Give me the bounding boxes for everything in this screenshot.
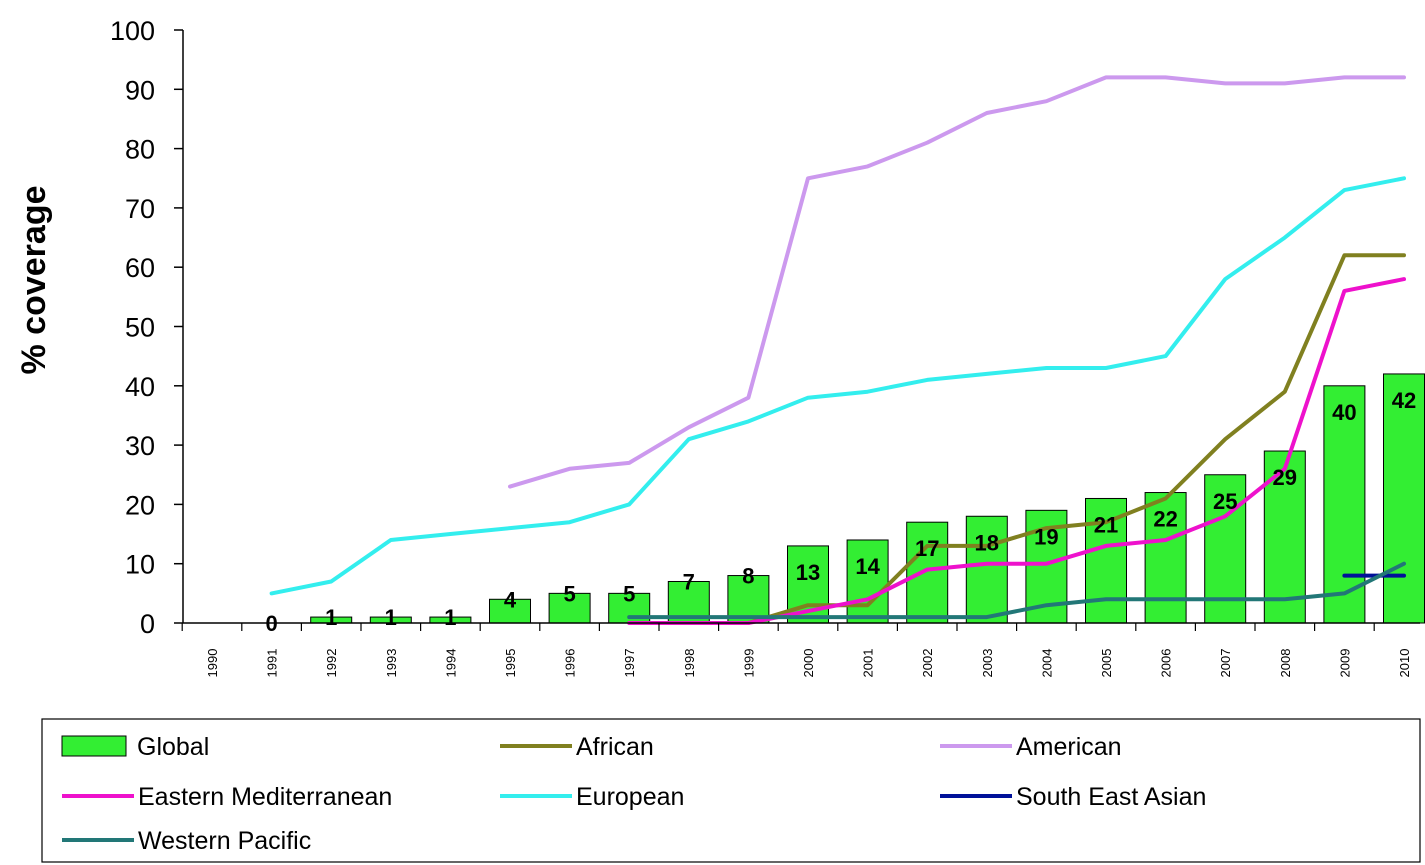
x-tick-label: 1994 <box>443 649 458 678</box>
y-tick-label: 40 <box>125 372 155 402</box>
y-tick-label: 0 <box>140 609 155 639</box>
legend-item-american: American <box>940 733 1122 761</box>
legend-item-global: Global <box>61 733 209 761</box>
bar-data-label: 14 <box>855 554 880 579</box>
x-tick-label: 1995 <box>503 649 518 678</box>
y-tick-label: 20 <box>125 490 155 520</box>
legend-label: Western Pacific <box>138 827 311 855</box>
y-axis-label: % coverage <box>15 186 53 375</box>
bar-global <box>965 515 1008 624</box>
bar-data-label: 13 <box>796 560 820 585</box>
y-tick-label: 100 <box>110 16 155 46</box>
bar-data-label: 17 <box>915 536 939 561</box>
y-tick-label: 50 <box>125 313 155 343</box>
bar-data-label: 21 <box>1094 512 1118 537</box>
legend-item-african: African <box>500 733 654 761</box>
x-tick-label: 2004 <box>1039 649 1054 678</box>
line-european <box>269 176 1406 596</box>
x-tick-label: 1997 <box>622 649 637 678</box>
x-axis: 1990 1991 1992 1993 1994 1995 1996 1997 1998 1999… <box>181 622 1420 678</box>
x-tick-label: 1999 <box>741 649 756 678</box>
x-tick-label: 2007 <box>1218 649 1233 678</box>
bar-data-label: 22 <box>1153 507 1177 532</box>
bar-series-global <box>310 373 1425 624</box>
y-axis-label-group: % coverage <box>15 186 53 375</box>
legend-item-western-pacific: Western Pacific <box>62 827 311 855</box>
legend-label: Global <box>137 733 209 761</box>
legend-label: European <box>576 783 684 811</box>
bar-data-label: 19 <box>1034 524 1058 549</box>
x-tick-label: 2002 <box>920 649 935 678</box>
line-american <box>508 75 1406 489</box>
legend-swatch <box>61 735 127 757</box>
bar-data-label: 4 <box>504 587 517 612</box>
bar-data-label: 1 <box>385 605 397 630</box>
legend-items: Global African American Eastern Mediterrane… <box>61 733 1206 855</box>
line-eastern-mediterranean <box>627 277 1406 625</box>
bar-data-label: 5 <box>563 581 575 606</box>
legend-label: South East Asian <box>1016 783 1206 811</box>
x-tick-label: 1998 <box>682 649 697 678</box>
y-axis: 0 10 20 30 40 50 60 70 80 90 100 <box>110 16 184 639</box>
bar-global <box>727 575 770 624</box>
x-tick-label: 1990 <box>205 649 220 678</box>
bar-global <box>846 539 889 624</box>
x-tick-label: 2003 <box>980 649 995 678</box>
legend-box <box>41 718 1421 863</box>
bar-data-label: 42 <box>1392 388 1416 413</box>
x-tick-label: 2006 <box>1159 649 1174 678</box>
x-tick-label: 1991 <box>265 649 280 678</box>
line-western-pacific <box>627 561 1406 620</box>
x-tick-label: 2000 <box>801 649 816 678</box>
bar-data-label: 18 <box>975 530 999 555</box>
bar-global <box>1323 385 1366 624</box>
legend: Global African American Eastern Mediterrane… <box>41 718 1421 863</box>
bar-data-label: 40 <box>1332 400 1356 425</box>
x-tick-label: 2001 <box>861 649 876 678</box>
y-tick-label: 90 <box>125 75 155 105</box>
legend-label: American <box>1016 733 1122 761</box>
x-tick-label: 2005 <box>1099 649 1114 678</box>
line-series-group <box>269 75 1406 625</box>
bar-data-label: 29 <box>1273 465 1297 490</box>
legend-item-south-east-asian: South East Asian <box>940 783 1206 811</box>
x-tick-label: 2009 <box>1337 649 1352 678</box>
y-tick-label: 60 <box>125 253 155 283</box>
y-tick-label: 30 <box>125 431 155 461</box>
bar-global <box>906 521 949 624</box>
y-tick-label: 10 <box>125 550 155 580</box>
bar-data-label: 25 <box>1213 489 1237 514</box>
x-tick-label: 1993 <box>384 649 399 678</box>
x-tick-label: 2010 <box>1397 649 1412 678</box>
line-african <box>746 253 1406 625</box>
x-tick-label: 1996 <box>563 649 578 678</box>
legend-item-eastern-mediterranean: Eastern Mediterranean <box>62 783 392 811</box>
x-tick-label: 2008 <box>1278 649 1293 678</box>
legend-label: African <box>576 733 654 761</box>
x-tick-label: 1992 <box>324 649 339 678</box>
legend-item-european: European <box>500 783 684 811</box>
bar-data-label: 7 <box>683 569 695 594</box>
y-tick-label: 70 <box>125 194 155 224</box>
bar-data-label: 5 <box>623 581 635 606</box>
bar-data-label: 8 <box>742 564 754 589</box>
y-tick-label: 80 <box>125 135 155 165</box>
bar-data-label: 1 <box>444 605 456 630</box>
bar-data-label: 1 <box>325 605 337 630</box>
legend-label: Eastern Mediterranean <box>138 783 392 811</box>
